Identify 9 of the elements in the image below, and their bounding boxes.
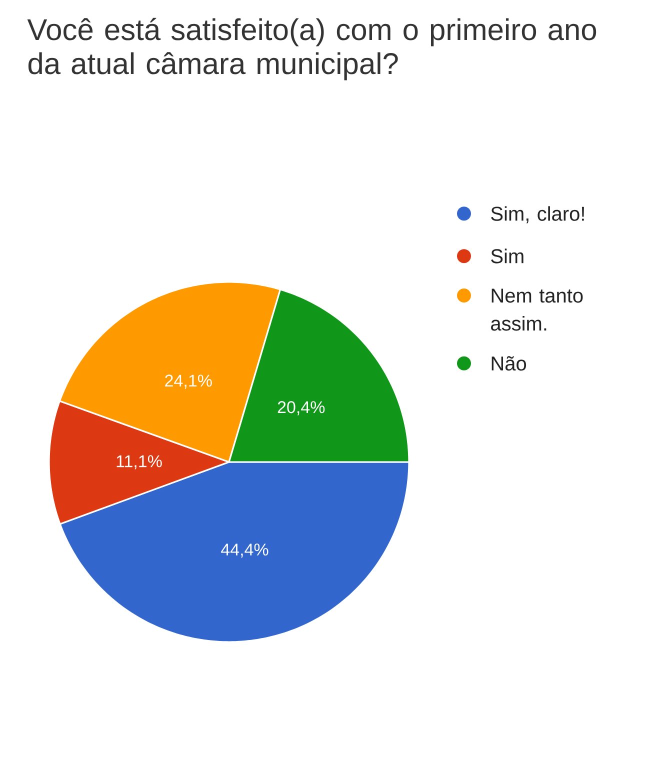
legend-label: Nem tanto assim.	[491, 288, 583, 331]
data-label: 11,1%	[116, 455, 162, 470]
chart-title: Você está satisfeito(a) com o primeiro ano da atual câmara municipal?	[27, 18, 596, 80]
data-label: 44,4%	[221, 544, 268, 558]
legend-label: Não	[492, 356, 526, 371]
data-label: 20,4%	[278, 401, 325, 416]
legend-label: Sim	[491, 248, 524, 264]
data-label: 24,1%	[165, 374, 212, 389]
legend-label: Sim, claro!	[491, 206, 584, 224]
